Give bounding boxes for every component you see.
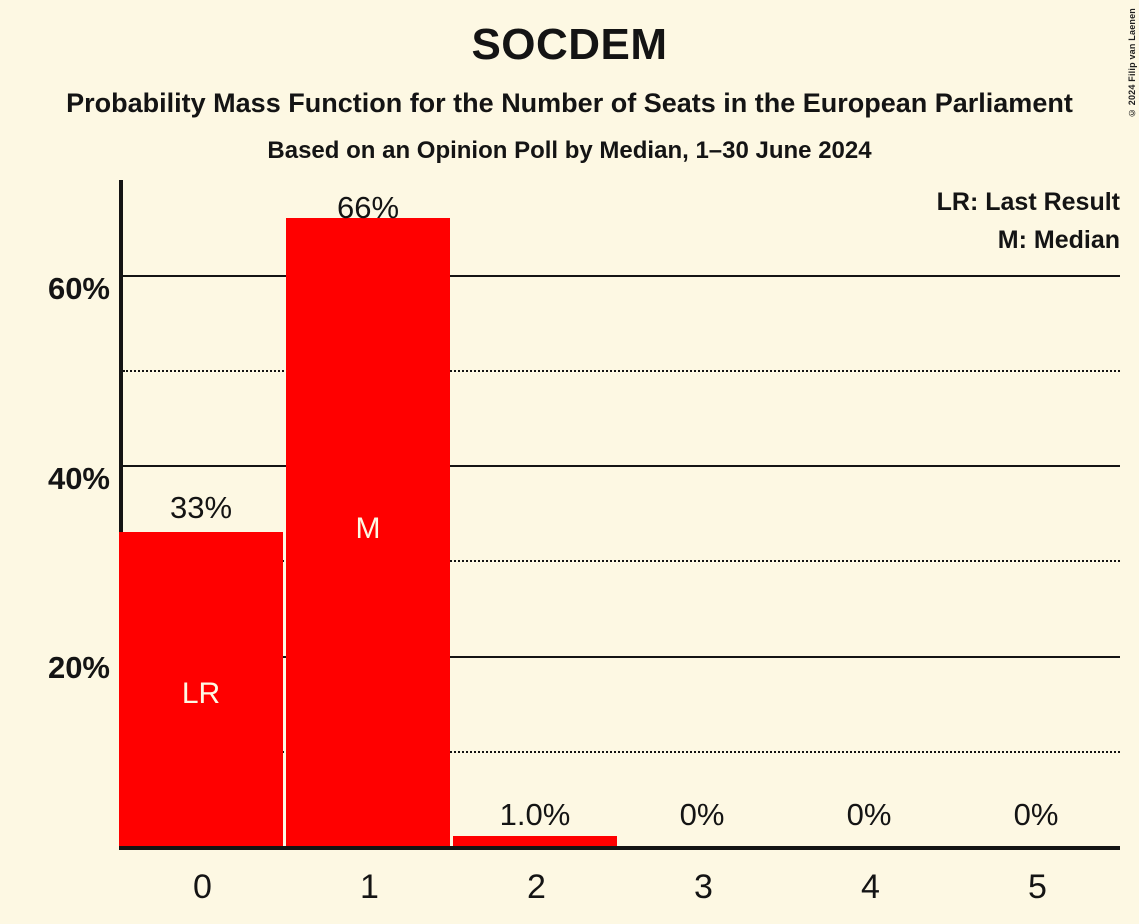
bar-marker-last-result: LR bbox=[181, 677, 221, 710]
bar-0[interactable]: LR bbox=[119, 532, 283, 846]
x-axis-tick-label: 1 bbox=[360, 868, 379, 906]
page-title: SOCDEM bbox=[471, 20, 668, 69]
chart-subtitle-primary: Probability Mass Function for the Number… bbox=[66, 88, 1073, 118]
legend-item-median: M: Median bbox=[997, 226, 1120, 254]
bar-value-label-2: 1.0% bbox=[499, 797, 571, 832]
bar-value-label-4: 0% bbox=[846, 797, 892, 832]
x-axis-tick-label: 5 bbox=[1028, 868, 1047, 906]
y-axis-line bbox=[119, 180, 123, 850]
gridline-50 bbox=[123, 370, 1120, 372]
y-axis-tick-label: 40% bbox=[47, 461, 110, 496]
gridline-40 bbox=[123, 465, 1120, 467]
bar-value-label-0: 33% bbox=[169, 490, 233, 525]
gridline-20 bbox=[123, 656, 1120, 658]
x-axis-tick-label: 4 bbox=[861, 868, 880, 906]
bar-1[interactable]: M bbox=[286, 218, 450, 846]
bar-value-label-5: 0% bbox=[1013, 797, 1059, 832]
gridline-10 bbox=[123, 751, 1120, 753]
y-axis-tick-label: 60% bbox=[47, 271, 110, 306]
chart-subtitle-secondary: Based on an Opinion Poll by Median, 1–30… bbox=[267, 137, 872, 164]
y-axis-tick-label: 20% bbox=[47, 650, 110, 685]
bar-marker-median: M bbox=[355, 512, 381, 545]
gridline-30 bbox=[123, 560, 1120, 562]
x-axis-tick-label: 0 bbox=[193, 868, 212, 906]
copyright-notice: © 2024 Filip van Laenen bbox=[1127, 8, 1137, 119]
bar-2[interactable] bbox=[453, 836, 617, 846]
legend-item-last-result: LR: Last Result bbox=[936, 188, 1120, 216]
x-axis-line bbox=[119, 846, 1120, 850]
bar-value-label-3: 0% bbox=[679, 797, 725, 832]
legend: LR: Last Result M: Median bbox=[937, 183, 1120, 259]
x-axis-tick-label: 3 bbox=[694, 868, 713, 906]
plot-area: LR M 33% 66% 1.0% 0% 0% 0% bbox=[119, 180, 1120, 850]
gridline-60 bbox=[123, 275, 1120, 277]
bar-value-label-1: 66% bbox=[336, 190, 400, 225]
x-axis-tick-label: 2 bbox=[527, 868, 546, 906]
